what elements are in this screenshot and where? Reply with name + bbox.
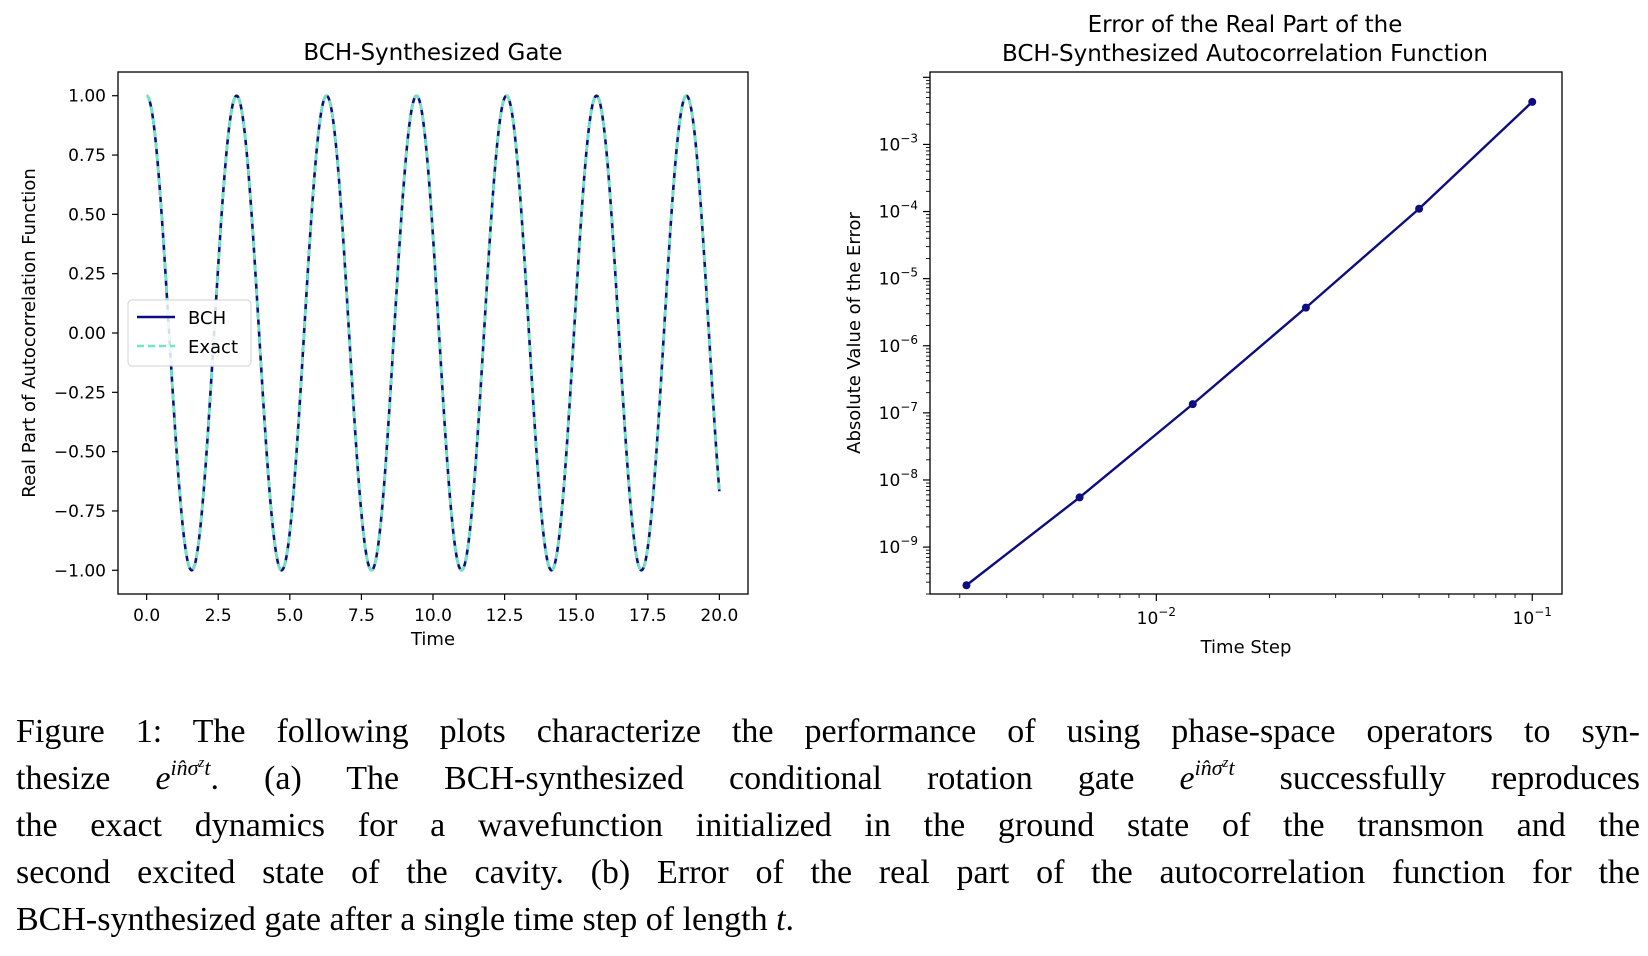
caption-line: BCH-synthesized gate after a single time… <box>16 901 795 938</box>
y-tick-label: 0.50 <box>68 205 106 225</box>
caption-line: the exact dynamics for a wavefunction in… <box>16 807 1640 844</box>
chart-left-legend: BCH Exact <box>127 299 252 367</box>
error-data-point <box>1188 400 1197 409</box>
error-data-point <box>1301 303 1310 312</box>
y-tick-label: 0.00 <box>68 324 106 344</box>
error-data-point <box>1528 97 1537 106</box>
y-tick-label: 10−7 <box>879 400 918 424</box>
x-tick-label: 12.5 <box>486 606 524 626</box>
chart-right-ylabel: Absolute Value of the Error <box>844 212 865 454</box>
x-tick-label: 10−1 <box>1513 605 1552 629</box>
x-tick-label: 10.0 <box>414 606 452 626</box>
chart-right-title-line1: Error of the Real Part of the <box>1088 12 1403 38</box>
y-tick-label: −0.50 <box>54 443 106 463</box>
x-tick-label: 0.0 <box>133 606 160 626</box>
x-tick-label: 7.5 <box>348 606 375 626</box>
chart-left-x-ticks: 0.0 2.5 5.0 7.5 10.0 12.5 15.0 17.5 20.0 <box>133 594 738 626</box>
x-tick-label: 5.0 <box>276 606 303 626</box>
x-tick-label: 17.5 <box>629 606 667 626</box>
caption-math-exponential: ein̂σzt <box>155 755 211 798</box>
chart-right-xlabel: Time Step <box>1200 637 1292 658</box>
chart-right: Error of the Real Part of the BCH-Synthe… <box>844 12 1563 658</box>
caption-line: thesize ein̂σzt. (a) The BCH-synthesized… <box>16 755 1640 798</box>
x-tick-label: 2.5 <box>205 606 232 626</box>
y-tick-label: −0.75 <box>54 502 106 522</box>
x-tick-label: 20.0 <box>700 606 738 626</box>
y-tick-label: 10−3 <box>879 131 918 155</box>
figure-caption: Figure 1: The following plots characteri… <box>16 708 1640 943</box>
chart-right-plot-area <box>962 97 1537 590</box>
chart-left-title: BCH-Synthesized Gate <box>303 40 562 66</box>
error-data-point <box>1415 204 1424 213</box>
figure: BCH-Synthesized Gate 0.0 2.5 5.0 7.5 10.0 12.… <box>19 12 1563 658</box>
y-tick-label: 10−5 <box>879 266 918 290</box>
chart-left-ylabel: Real Part of Autocorrelation Function <box>19 168 40 498</box>
x-tick-label: 10−2 <box>1137 605 1176 629</box>
chart-right-y-ticks: 10−3 10−4 10−5 10−6 10−7 10−8 10−9 <box>879 76 930 595</box>
x-tick-label: 15.0 <box>557 606 595 626</box>
caption-math-exponential: ein̂σzt <box>1179 755 1235 798</box>
chart-right-x-ticks: 10−2 10−1 <box>959 594 1552 629</box>
error-series-line <box>965 101 1534 587</box>
legend-label-bch: BCH <box>188 308 226 329</box>
chart-left: BCH-Synthesized Gate 0.0 2.5 5.0 7.5 10.0 12.… <box>19 40 749 650</box>
error-data-point <box>1075 493 1084 502</box>
series-line-exact <box>146 94 721 572</box>
y-tick-label: −0.25 <box>54 383 106 403</box>
y-tick-label: 0.25 <box>68 265 106 285</box>
chart-right-title-line2: BCH-Synthesized Autocorrelation Function <box>1002 41 1488 67</box>
y-tick-label: −1.00 <box>54 561 106 581</box>
legend-label-exact: Exact <box>188 337 238 358</box>
y-tick-label: 10−4 <box>879 199 918 223</box>
y-tick-label: 10−8 <box>879 467 918 491</box>
y-tick-label: 10−6 <box>879 333 918 357</box>
y-tick-label: 10−9 <box>879 534 918 558</box>
chart-left-plot-area <box>146 94 721 572</box>
error-data-point <box>962 581 971 590</box>
caption-math-t: t <box>776 901 786 938</box>
chart-left-y-ticks: 1.00 0.75 0.50 0.25 0.00 −0.25 −0.50 −0.75 −1.00 <box>54 87 118 581</box>
chart-right-frame <box>929 71 1563 595</box>
caption-line: second excited state of the cavity. (b) … <box>16 854 1640 891</box>
caption-line: Figure 1: The following plots characteri… <box>16 713 1640 750</box>
chart-left-xlabel: Time <box>410 629 455 650</box>
y-tick-label: 0.75 <box>68 146 106 166</box>
y-tick-label: 1.00 <box>68 87 106 107</box>
